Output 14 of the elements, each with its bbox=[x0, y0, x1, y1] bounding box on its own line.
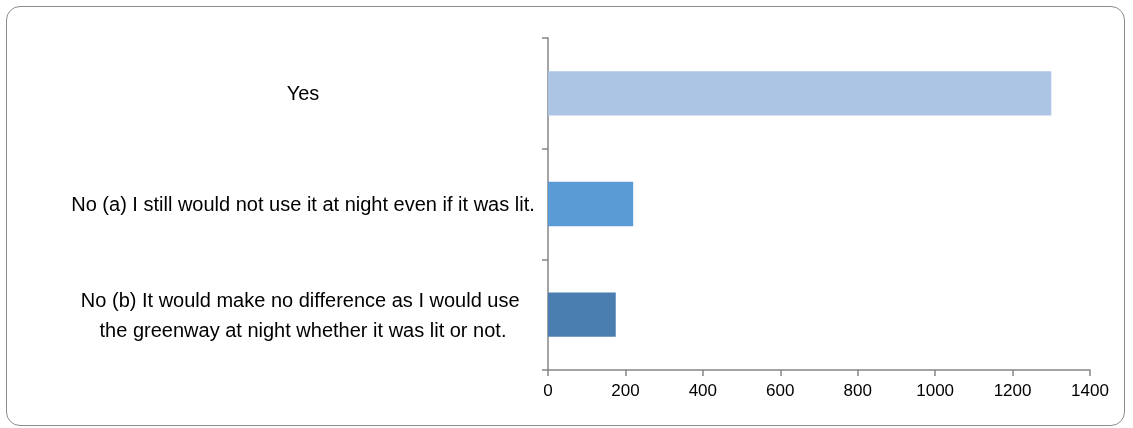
y-tick-label: Yes bbox=[286, 82, 320, 105]
x-tick-label: 600 bbox=[766, 381, 795, 400]
x-tick-label: 0 bbox=[543, 381, 553, 400]
y-tick-label: No (a) I still would not use it at night even if it was lit. bbox=[71, 193, 535, 215]
bar bbox=[548, 292, 616, 337]
y-tick-label: No (b) It would make no difference as I would use the greenway at night whether it was lit or not. bbox=[80, 288, 526, 341]
x-tick-label: 400 bbox=[688, 381, 718, 400]
x-tick-label: 1400 bbox=[1071, 381, 1109, 400]
bar bbox=[548, 181, 634, 227]
x-tick-label: 200 bbox=[611, 381, 640, 400]
bar bbox=[548, 71, 1052, 116]
x-tick-label: 1000 bbox=[916, 381, 955, 400]
x-tick-label: 1200 bbox=[993, 381, 1032, 400]
x-tick-label: 800 bbox=[843, 381, 872, 400]
